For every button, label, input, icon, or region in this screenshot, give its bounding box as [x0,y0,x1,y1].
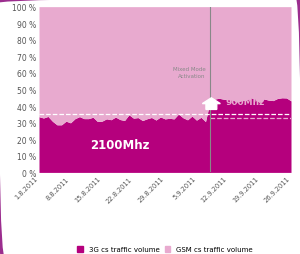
Polygon shape [202,98,220,110]
Text: 900Mhz: 900Mhz [226,97,265,106]
Legend: 3G cs traffic volume, GSM cs traffic volume: 3G cs traffic volume, GSM cs traffic vol… [75,244,255,254]
Text: 2100Mhz: 2100Mhz [90,138,150,151]
Text: Mixed Mode
Activation: Mixed Mode Activation [173,67,206,78]
